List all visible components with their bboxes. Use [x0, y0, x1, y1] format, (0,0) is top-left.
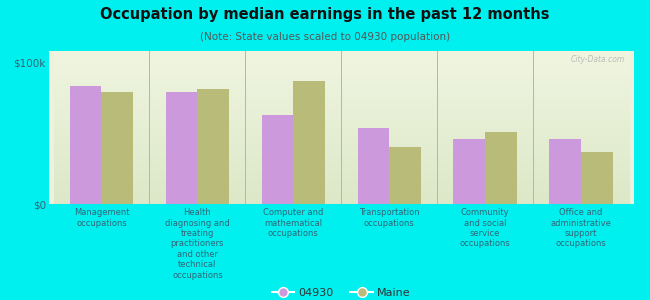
Bar [198, 89, 229, 204]
Bar [485, 132, 517, 204]
Bar [101, 92, 133, 204]
Bar [549, 139, 581, 204]
Bar [454, 139, 485, 204]
Bar [262, 115, 293, 204]
Text: (Note: State values scaled to 04930 population): (Note: State values scaled to 04930 popu… [200, 32, 450, 41]
Bar [389, 147, 421, 204]
Bar [581, 152, 613, 204]
Bar [70, 86, 101, 204]
Bar [166, 92, 198, 204]
Bar [358, 128, 389, 204]
Legend: 04930, Maine: 04930, Maine [267, 284, 415, 300]
Text: Occupation by median earnings in the past 12 months: Occupation by median earnings in the pas… [100, 8, 550, 22]
Bar [293, 81, 325, 204]
Text: City-Data.com: City-Data.com [571, 55, 625, 64]
